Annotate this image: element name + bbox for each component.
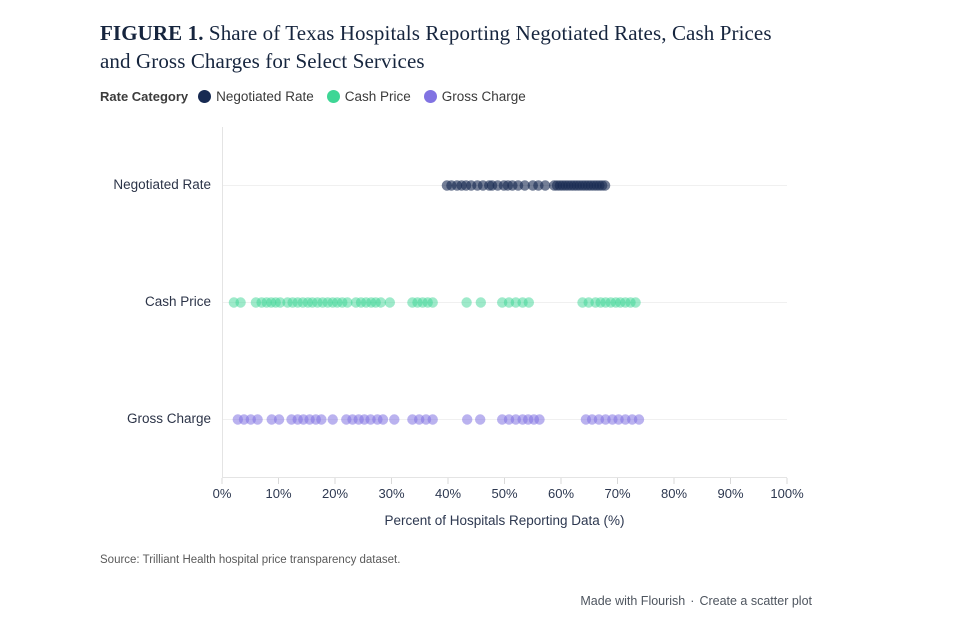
- credit-separator: ·: [690, 594, 695, 608]
- data-point-gross-charge[interactable]: [427, 414, 438, 425]
- data-point-gross-charge[interactable]: [462, 414, 473, 425]
- y-axis-label-gross-charge: Gross Charge: [126, 410, 211, 426]
- legend-label: Cash Price: [344, 89, 411, 104]
- legend-label: Negotiated Rate: [216, 89, 314, 104]
- figure-title: FIGURE 1. Share of Texas Hospitals Repor…: [100, 20, 800, 76]
- x-tick-label-70-: 70%: [604, 486, 631, 501]
- legend-swatch-negotiated-rate: [198, 90, 212, 103]
- legend-item-negotiated-rate: Negotiated Rate: [198, 89, 314, 104]
- data-point-negotiated-rate[interactable]: [540, 180, 551, 191]
- data-point-gross-charge[interactable]: [266, 414, 277, 425]
- data-point-cash-price[interactable]: [475, 297, 486, 308]
- x-axis-title: Percent of Hospitals Reporting Data (%): [384, 513, 625, 528]
- data-point-gross-charge[interactable]: [633, 414, 645, 425]
- figure-number: FIGURE 1.: [100, 21, 204, 45]
- data-point-gross-charge[interactable]: [273, 414, 285, 425]
- x-tick-label-30-: 30%: [378, 486, 405, 501]
- data-point-gross-charge[interactable]: [534, 414, 545, 425]
- y-axis-label-negotiated-rate: Negotiated Rate: [113, 176, 211, 192]
- data-point-gross-charge[interactable]: [327, 414, 338, 425]
- legend-label: Gross Charge: [441, 89, 526, 104]
- data-point-cash-price[interactable]: [275, 297, 286, 308]
- legend: Rate Category Negotiated Rate Cash Price G…: [100, 89, 526, 104]
- data-point-gross-charge[interactable]: [316, 414, 327, 425]
- legend-item-gross-charge: Gross Charge: [423, 89, 526, 104]
- source-note: Source: Trilliant Health hospital price …: [100, 554, 401, 566]
- data-point-negotiated-rate[interactable]: [599, 180, 611, 191]
- x-tick-label-60-: 60%: [547, 486, 575, 501]
- legend-swatch-gross-charge: [423, 90, 437, 103]
- data-point-cash-price[interactable]: [427, 297, 438, 308]
- flourish-credit: Made with Flourish · Create a scatter plot: [580, 594, 812, 608]
- x-tick-label-100-: 100%: [770, 486, 804, 501]
- x-tick-label-0-: 0%: [212, 486, 232, 501]
- create-scatter-plot-link[interactable]: Create a scatter plot: [699, 594, 812, 608]
- data-point-cash-price[interactable]: [235, 297, 246, 308]
- data-point-cash-price[interactable]: [630, 297, 641, 308]
- data-point-cash-price[interactable]: [461, 297, 472, 308]
- made-with-flourish-link[interactable]: Made with Flourish: [580, 594, 686, 608]
- data-point-cash-price[interactable]: [384, 297, 395, 308]
- data-point-gross-charge[interactable]: [475, 414, 486, 425]
- legend-item-cash-price: Cash Price: [326, 89, 411, 104]
- y-axis-label-cash-price: Cash Price: [144, 293, 211, 309]
- data-point-gross-charge[interactable]: [389, 414, 400, 425]
- plot-svg: [221, 127, 788, 484]
- x-tick-label-90-: 90%: [717, 486, 744, 501]
- x-tick-label-80-: 80%: [660, 486, 688, 501]
- x-tick-label-10-: 10%: [265, 486, 292, 501]
- figure-title-text: Share of Texas Hospitals Reporting Negot…: [100, 21, 772, 73]
- data-point-cash-price[interactable]: [375, 297, 386, 308]
- x-tick-label-40-: 40%: [434, 486, 462, 501]
- data-point-cash-price[interactable]: [523, 297, 534, 308]
- data-point-cash-price[interactable]: [342, 297, 353, 308]
- legend-swatch-cash-price: [326, 90, 340, 103]
- data-point-negotiated-rate[interactable]: [519, 180, 530, 191]
- data-point-gross-charge[interactable]: [252, 414, 263, 425]
- legend-title: Rate Category: [100, 89, 189, 104]
- data-point-gross-charge[interactable]: [377, 414, 389, 425]
- x-tick-label-20-: 20%: [321, 486, 349, 501]
- x-tick-label-50-: 50%: [491, 486, 518, 501]
